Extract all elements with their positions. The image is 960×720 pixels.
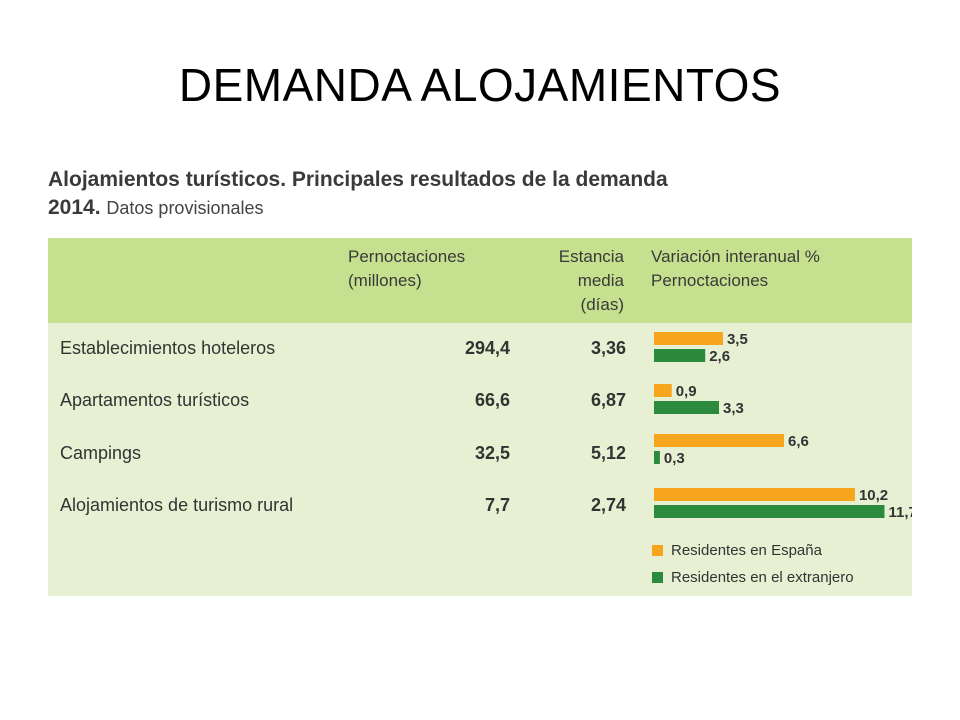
legend-swatch-espana [652, 545, 663, 556]
bar-label-extranjero: 11,7 [888, 504, 912, 521]
bar-label-espana: 10,2 [859, 487, 888, 504]
header-variacion: Variación interanual % Pernoctaciones [651, 245, 911, 293]
table-row: Establecimientos hoteleros 294,4 3,36 [48, 338, 912, 382]
slide-title: DEMANDA ALOJAMIENTOS [178, 59, 782, 111]
bar-label-espana: 6,6 [788, 433, 809, 450]
bar-extranjero [654, 451, 660, 464]
bar-espana [654, 434, 785, 447]
bar-espana [654, 488, 855, 501]
table-row: Campings 32,5 5,12 [48, 443, 912, 487]
bar-espana [654, 332, 723, 345]
figure-subtitle: Datos provisionales [106, 198, 264, 218]
figure-title-line1: Alojamientos turísticos. Principales res… [48, 168, 668, 191]
bar-extranjero [654, 349, 706, 362]
bar-label-extranjero: 2,6 [709, 348, 730, 365]
header-pernoctaciones-line2: (millones) [348, 271, 422, 290]
legend-item-espana: Residentes en España [652, 542, 822, 559]
bar-label-espana: 0,9 [676, 383, 697, 400]
bar-label-extranjero: 3,3 [723, 400, 744, 417]
data-table: Pernoctaciones (millones) Estancia media… [48, 238, 912, 596]
header-variacion-line2: Pernoctaciones [651, 271, 769, 290]
variation-bar-chart: 3,52,6 0,9 3,3 6,6 0,3 10,211,7 [654, 331, 912, 521]
header-estancia: Estancia media (días) [524, 245, 624, 317]
legend-swatch-extranjero [652, 572, 663, 583]
row-estancia: 3,36 [590, 338, 626, 358]
bar-espana [654, 384, 672, 397]
header-pernoctaciones: Pernoctaciones (millones) [348, 245, 514, 293]
legend-label-espana: Residentes en España [671, 542, 822, 559]
table-header: Pernoctaciones (millones) Estancia media… [48, 238, 912, 323]
row-name: Establecimientos hoteleros [60, 338, 276, 358]
row-pernoctaciones: 294,4 [464, 338, 510, 358]
row-pernoctaciones: 66,6 [474, 390, 510, 410]
legend-item-extranjero: Residentes en el extranjero [652, 569, 854, 586]
row-name: Campings [60, 443, 142, 463]
row-name: Apartamentos turísticos [60, 390, 250, 410]
header-variacion-line1: Variación interanual % [651, 247, 820, 266]
row-estancia: 2,74 [590, 495, 626, 515]
legend-label-extranjero: Residentes en el extranjero [671, 569, 854, 586]
header-pernoctaciones-line1: Pernoctaciones [348, 247, 466, 266]
row-estancia: 6,87 [590, 390, 626, 410]
table-row: Alojamientos de turismo rural 7,7 2,74 [48, 495, 912, 539]
header-estancia-line2: media [577, 271, 624, 290]
table-row: Apartamentos turísticos 66,6 6,87 [48, 390, 912, 434]
row-estancia: 5,12 [590, 443, 626, 463]
row-pernoctaciones: 32,5 [474, 443, 510, 463]
bar-extranjero [654, 401, 720, 414]
bar-label-extranjero: 0,3 [664, 450, 685, 467]
header-estancia-line1: Estancia [558, 247, 624, 266]
row-name: Alojamientos de turismo rural [60, 495, 294, 515]
bar-label-espana: 3,5 [727, 331, 748, 348]
bar-extranjero [654, 505, 885, 518]
row-pernoctaciones: 7,7 [484, 495, 510, 515]
header-estancia-line3: (días) [580, 295, 624, 314]
figure-title-year: 2014. [48, 196, 101, 219]
figure-title: Alojamientos turísticos. Principales res… [48, 166, 908, 222]
